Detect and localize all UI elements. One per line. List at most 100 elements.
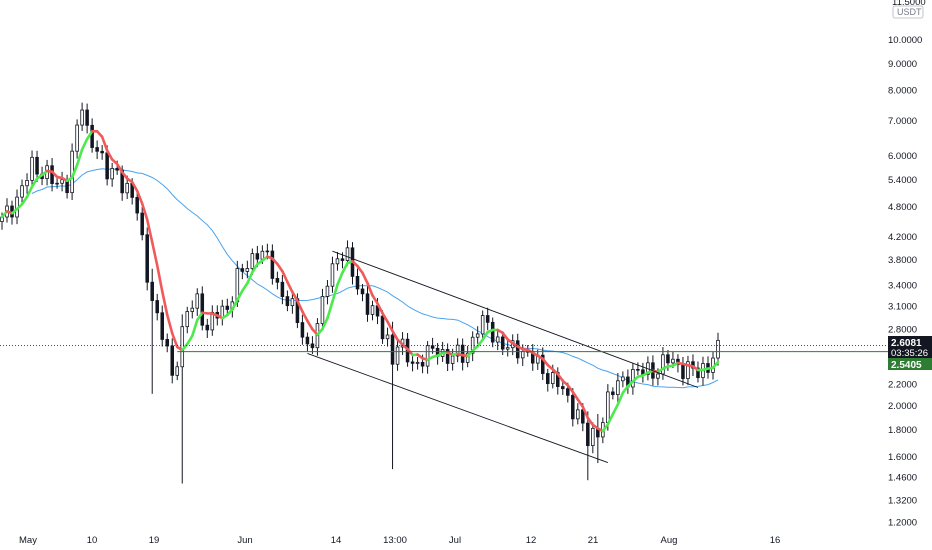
short-ma-segment <box>160 289 169 317</box>
candle-body <box>200 293 205 326</box>
candle-body <box>290 298 295 307</box>
candle-body <box>681 364 685 379</box>
short-ma-segment <box>165 313 174 335</box>
candle-body <box>480 315 485 335</box>
time-axis[interactable]: May 10 19 Jun 14 13:00 Jul 12 21 Aug 16 <box>19 535 780 546</box>
candle-body <box>656 373 660 379</box>
candle-body <box>445 349 450 364</box>
short-ma-segment <box>130 180 139 193</box>
candle-body <box>115 168 119 171</box>
candle-body <box>540 354 545 374</box>
price-tick-label: 1.2000 <box>888 517 917 528</box>
candle-body <box>125 182 129 194</box>
candle-body <box>20 185 24 198</box>
short-ma-segment <box>371 294 379 305</box>
short-ma-segment <box>75 148 84 167</box>
price-tick-label: 1.8000 <box>888 425 917 436</box>
short-ma-segment <box>336 271 344 286</box>
candle-body <box>225 305 230 310</box>
candle-body <box>415 361 420 364</box>
candle-body <box>390 334 395 365</box>
short-ma-segment <box>85 130 94 141</box>
channel-upper-line <box>332 250 699 388</box>
candle-body <box>686 361 690 379</box>
short-ma-segment <box>321 316 329 331</box>
candle-body <box>95 147 99 152</box>
candle-body <box>195 293 200 309</box>
candle-body <box>621 376 625 382</box>
time-tick-label: Jul <box>449 535 461 546</box>
short-ma-segment <box>180 342 189 352</box>
candle-body <box>355 275 360 290</box>
candle-body <box>175 366 180 376</box>
price-tick-label: 3.4000 <box>888 280 917 291</box>
candle-body <box>185 311 190 328</box>
short-ma-segment <box>306 319 314 331</box>
candle-body <box>591 427 595 447</box>
support-price-label: 2.5405 <box>891 360 922 371</box>
short-ma-segment <box>386 320 394 333</box>
price-tick-label: 8.0000 <box>888 86 917 97</box>
candlestick-series <box>0 102 720 484</box>
moving-average-long <box>31 168 719 389</box>
candle-body <box>465 352 470 363</box>
short-ma-segment <box>481 330 489 342</box>
short-ma-segment <box>20 195 29 206</box>
price-axis[interactable]: 11.5000 USDT 10.0000 9.0000 8.0000 7.0000 6.… <box>888 0 926 528</box>
short-ma-segment <box>601 423 610 433</box>
short-ma-segment <box>576 398 585 409</box>
candle-body <box>385 334 390 340</box>
candle-body <box>450 355 455 364</box>
short-ma-segment <box>185 334 194 346</box>
short-ma-segment <box>616 391 625 406</box>
candle-body <box>410 361 415 364</box>
short-ma-segment <box>611 403 620 416</box>
candle-body <box>586 422 590 447</box>
candle-body <box>475 333 480 338</box>
candle-body <box>150 281 154 301</box>
short-ma-segment <box>501 331 510 341</box>
support-price-label-bg <box>888 358 932 370</box>
candle-body <box>500 336 505 350</box>
candle-body <box>330 263 335 287</box>
candle-body <box>636 369 640 371</box>
candle-body <box>520 350 525 359</box>
candle-body <box>515 340 520 359</box>
short-ma-segment <box>381 311 389 323</box>
candle-body <box>50 165 54 184</box>
short-ma-segment <box>366 281 374 297</box>
short-ma-segment <box>246 270 254 285</box>
channel-lower-line <box>307 353 608 464</box>
candle-body <box>470 336 475 354</box>
short-ma-segment <box>231 298 239 311</box>
candle-body <box>170 345 175 376</box>
short-ma-segment <box>30 177 39 188</box>
currency-unit: USDT <box>897 7 922 17</box>
candle-body <box>110 168 114 180</box>
candle-body <box>305 336 310 345</box>
short-ma-segment <box>301 310 309 323</box>
price-tick-label: 4.2000 <box>888 232 917 243</box>
candle-body <box>495 336 500 343</box>
candle-body <box>360 288 365 295</box>
short-ma-segment <box>581 405 590 420</box>
candle-body <box>240 268 245 272</box>
candle-body <box>205 324 210 331</box>
candle-body <box>300 322 305 338</box>
candle-body <box>716 339 720 359</box>
short-ma-segment <box>25 185 34 199</box>
candle-body <box>365 293 370 315</box>
short-ma-segment <box>291 290 299 303</box>
short-ma-segment <box>80 137 89 151</box>
short-ma-segment <box>391 329 399 341</box>
short-ma-segment <box>100 135 109 152</box>
candle-body <box>395 346 400 365</box>
candle-body <box>145 234 149 283</box>
price-tick-label: 2.0000 <box>888 401 917 412</box>
candle-body <box>545 373 550 385</box>
candle-body <box>380 315 385 340</box>
candle-body <box>30 156 34 181</box>
candle-body <box>100 150 104 154</box>
short-ma-segment <box>251 262 259 274</box>
